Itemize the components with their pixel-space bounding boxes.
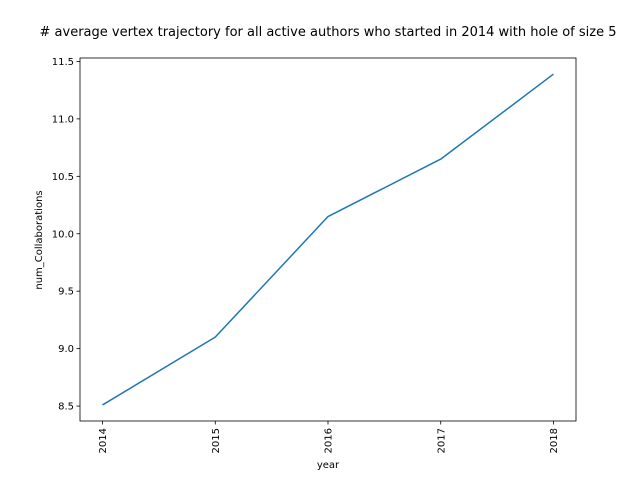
y-axis-ticks: 8.5 9.0 9.5 10.0 10.5 11.0 11.5	[52, 57, 80, 413]
chart-title: # average vertex trajectory for all acti…	[40, 25, 617, 40]
y-tick-label: 11.5	[52, 57, 74, 68]
x-tick-label: 2017	[436, 428, 447, 453]
x-axis-label: year	[317, 460, 340, 471]
x-tick-label: 2016	[324, 428, 335, 453]
y-tick-label: 10.0	[52, 229, 74, 240]
series-line	[102, 73, 554, 406]
x-axis-ticks: 2014 2015 2016 2017 2018	[98, 421, 560, 453]
x-tick-label: 2018	[549, 428, 560, 453]
y-tick-label: 8.5	[58, 402, 74, 413]
x-tick-label: 2014	[98, 428, 109, 453]
y-tick-label: 9.5	[58, 287, 74, 298]
y-tick-label: 10.5	[52, 172, 74, 183]
y-tick-label: 9.0	[58, 344, 74, 355]
y-tick-label: 11.0	[52, 114, 74, 125]
x-tick-label: 2015	[211, 428, 222, 453]
plot-frame	[79, 57, 577, 422]
y-axis-label: num_Collaborations	[34, 190, 45, 289]
